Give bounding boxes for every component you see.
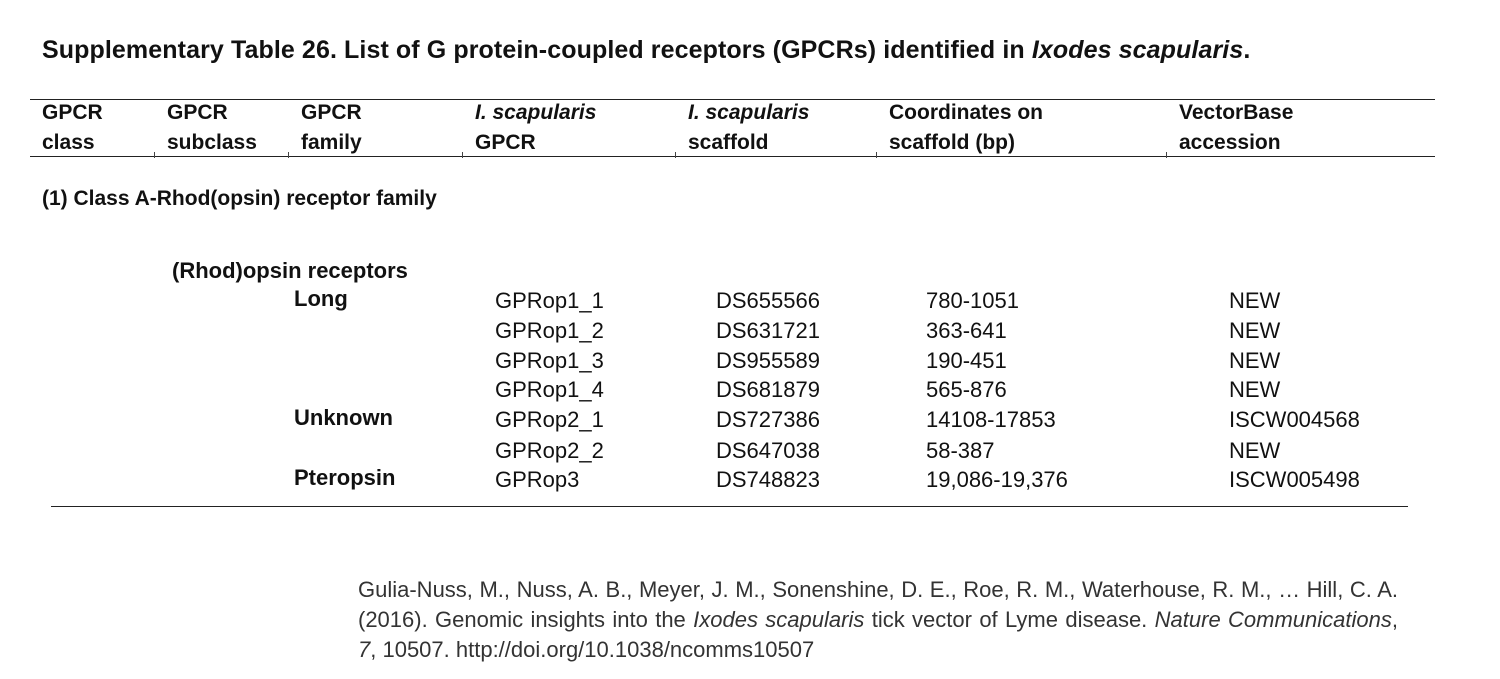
scaffold-cell: DS727386 bbox=[716, 407, 820, 432]
header-divider bbox=[288, 152, 289, 158]
coordinates-cell: 14108-17853 bbox=[926, 407, 1056, 432]
header-divider bbox=[462, 152, 463, 158]
header-vectorbase-accession: VectorBase accession bbox=[1179, 98, 1293, 158]
scaffold-cell: DS955589 bbox=[716, 348, 820, 373]
header-line2: scaffold (bp) bbox=[889, 131, 1015, 154]
coordinates-cell: 780-1051 bbox=[926, 288, 1019, 313]
header-line2: GPCR bbox=[475, 131, 536, 154]
gpcr-cell: GPRop2_2 bbox=[495, 438, 604, 463]
citation-volume: 7 bbox=[358, 637, 371, 662]
header-line1: I. scapularis bbox=[475, 101, 597, 124]
accession-cell: NEW bbox=[1229, 377, 1281, 402]
header-line1: I. scapularis bbox=[688, 101, 810, 124]
scaffold-cell: DS655566 bbox=[716, 288, 820, 313]
scaffold-cell: DS647038 bbox=[716, 438, 820, 463]
header-gpcr-class: GPCR class bbox=[42, 98, 103, 158]
family-cell: Pteropsin bbox=[294, 465, 396, 490]
header-scapularis-scaffold: I. scapularis scaffold bbox=[688, 98, 809, 158]
header-divider bbox=[154, 152, 155, 158]
accession-cell: NEW bbox=[1229, 318, 1281, 343]
gpcr-cell: GPRop2_1 bbox=[495, 407, 604, 432]
gpcr-cell: GPRop1_4 bbox=[495, 377, 604, 402]
scaffold-cell: DS681879 bbox=[716, 377, 820, 402]
header-line1: GPCR bbox=[42, 101, 103, 124]
header-line2: accession bbox=[1179, 131, 1281, 154]
citation-journal: Nature Communications bbox=[1154, 607, 1392, 632]
header-line2: family bbox=[301, 131, 362, 154]
gpcr-cell: GPRop1_2 bbox=[495, 318, 604, 343]
section-label: (1) Class A-Rhod(opsin) receptor family bbox=[42, 187, 437, 210]
citation-authors: Gulia-Nuss, M., Nuss, A. B., Meyer, J. M… bbox=[358, 577, 1398, 632]
citation-sep: , bbox=[1391, 607, 1398, 632]
accession-cell: ISCW005498 bbox=[1229, 467, 1360, 492]
coordinates-cell: 19,086-19,376 bbox=[926, 467, 1068, 492]
header-scapularis-gpcr: I. scapularis GPCR bbox=[475, 98, 596, 158]
family-cell: Unknown bbox=[294, 405, 393, 430]
gpcr-cell: GPRop1_3 bbox=[495, 348, 604, 373]
header-divider bbox=[876, 152, 877, 158]
table-title: Supplementary Table 26. List of G protei… bbox=[42, 36, 1250, 65]
citation: Gulia-Nuss, M., Nuss, A. B., Meyer, J. M… bbox=[358, 575, 1398, 665]
scaffold-cell: DS748823 bbox=[716, 467, 820, 492]
header-line1: GPCR bbox=[301, 101, 362, 124]
title-suffix: . bbox=[1243, 36, 1251, 64]
accession-cell: NEW bbox=[1229, 288, 1281, 313]
accession-cell: ISCW004568 bbox=[1229, 407, 1360, 432]
table-bottom-rule bbox=[51, 506, 1408, 507]
header-line2: class bbox=[42, 131, 95, 154]
accession-cell: NEW bbox=[1229, 348, 1281, 373]
coordinates-cell: 58-387 bbox=[926, 438, 995, 463]
citation-species: Ixodes scapularis bbox=[693, 607, 865, 632]
header-top-rule bbox=[30, 99, 1435, 100]
header-divider bbox=[675, 152, 676, 158]
title-species: Ixodes scapularis bbox=[1031, 36, 1244, 64]
header-line2: subclass bbox=[167, 131, 257, 154]
gpcr-cell: GPRop3 bbox=[495, 467, 580, 492]
subclass-label: (Rhod)opsin receptors bbox=[172, 258, 408, 283]
citation-doi: , 10507. http://doi.org/10.1038/ncomms10… bbox=[370, 637, 815, 662]
coordinates-cell: 363-641 bbox=[926, 318, 1007, 343]
coordinates-cell: 565-876 bbox=[926, 377, 1007, 402]
gpcr-cell: GPRop1_1 bbox=[495, 288, 604, 313]
header-gpcr-subclass: GPCR subclass bbox=[167, 98, 257, 158]
header-bottom-rule bbox=[30, 156, 1435, 157]
header-coordinates: Coordinates on scaffold (bp) bbox=[889, 98, 1043, 158]
title-prefix: Supplementary Table 26. List of G protei… bbox=[42, 36, 1032, 64]
citation-title-end: tick vector of Lyme disease. bbox=[864, 607, 1155, 632]
header-line1: VectorBase bbox=[1179, 101, 1294, 124]
family-cell: Long bbox=[294, 286, 348, 311]
header-gpcr-family: GPCR family bbox=[301, 98, 362, 158]
header-line2: scaffold bbox=[688, 131, 769, 154]
header-line1: GPCR bbox=[167, 101, 228, 124]
accession-cell: NEW bbox=[1229, 438, 1281, 463]
header-line1: Coordinates on bbox=[889, 101, 1044, 124]
coordinates-cell: 190-451 bbox=[926, 348, 1007, 373]
header-divider bbox=[1166, 152, 1167, 158]
scaffold-cell: DS631721 bbox=[716, 318, 820, 343]
